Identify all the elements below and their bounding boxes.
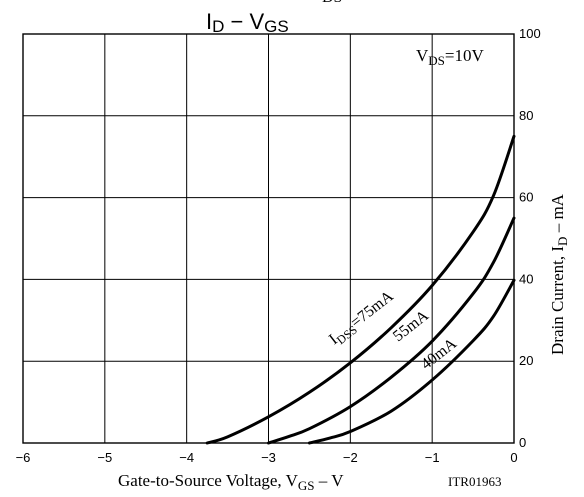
x-tick-label: −4 bbox=[179, 450, 194, 465]
y-tick-label: 80 bbox=[519, 108, 533, 123]
y-axis-label: Drain Current, ID – mA bbox=[548, 193, 570, 355]
x-tick-label: −5 bbox=[97, 450, 112, 465]
x-tick-label: −1 bbox=[425, 450, 440, 465]
y-tick-labels: 0 20 40 60 80 100 bbox=[519, 26, 541, 450]
curves bbox=[205, 134, 516, 445]
curve-idss-75ma bbox=[205, 134, 516, 445]
x-tick-labels: −6 −5 −4 −3 −2 −1 0 bbox=[16, 450, 518, 465]
curve-55ma bbox=[267, 216, 516, 445]
series-label-idss-75ma: IDSS=75mA bbox=[326, 287, 399, 350]
y-tick-label: 100 bbox=[519, 26, 541, 41]
y-tick-label: 60 bbox=[519, 190, 533, 205]
x-tick-label: −2 bbox=[343, 450, 358, 465]
chart-title: ID − VGS bbox=[206, 9, 289, 36]
y-tick-label: 20 bbox=[519, 353, 533, 368]
vds-condition-label: VDS=10V bbox=[416, 46, 484, 68]
series-label-55ma: 55mA bbox=[390, 307, 432, 345]
y-tick-label: 0 bbox=[519, 435, 526, 450]
series-label-40ma: 40mA bbox=[418, 335, 460, 373]
curve-40ma bbox=[307, 278, 516, 445]
y-tick-label: 40 bbox=[519, 271, 533, 286]
clipped-subtitle-fragment: DS bbox=[322, 0, 342, 6]
figure-code: ITR01963 bbox=[448, 474, 501, 489]
x-tick-label: −6 bbox=[16, 450, 31, 465]
x-tick-label: 0 bbox=[510, 450, 517, 465]
grid bbox=[23, 34, 514, 443]
x-axis-label: Gate-to-Source Voltage, VGS – V bbox=[118, 471, 344, 493]
x-tick-label: −3 bbox=[261, 450, 276, 465]
